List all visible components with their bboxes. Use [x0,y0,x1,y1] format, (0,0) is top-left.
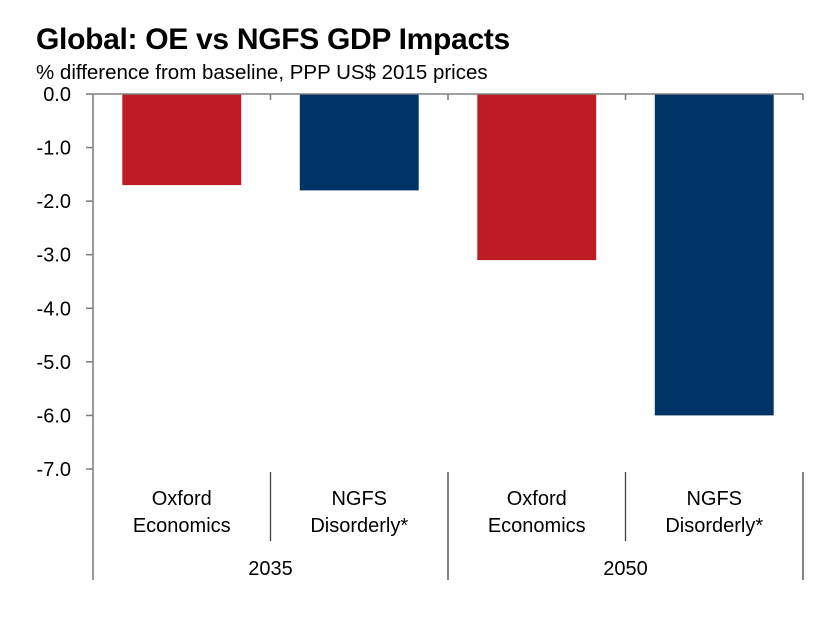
y-tick-label: -5.0 [37,352,71,374]
x-group-label: 2050 [603,558,648,580]
y-tick-label: -3.0 [37,245,71,267]
bar-2050-ngfs-disorderly [654,94,774,416]
x-category-label: Oxford [507,488,567,510]
x-category-label: Economics [488,515,586,537]
x-category-label: Disorderly* [310,515,408,537]
x-category-label: NGFS [331,488,387,510]
x-category-label: Economics [133,515,231,537]
x-category-label: Disorderly* [665,515,763,537]
chart-subtitle: % difference from baseline, PPP US$ 2015… [36,61,488,84]
x-group-label: 2035 [248,558,293,580]
x-category-label: NGFS [686,488,742,510]
chart-title: Global: OE vs NGFS GDP Impacts [36,23,510,56]
y-tick-label: -7.0 [37,459,71,481]
bar-2035-ngfs-disorderly [299,94,419,191]
y-tick-label: 0.0 [43,84,71,106]
y-tick-label: -4.0 [37,298,71,320]
y-tick-labels: 0.0 -1.0 -2.0 -3.0 -4.0 -5.0 -6.0 -7.0 [37,84,71,481]
y-tick-label: -2.0 [37,191,71,213]
bars-layer [122,94,774,416]
x-category-labels: Oxford Economics NGFS Disorderly* Oxford Econ… [133,488,764,580]
y-tick-label: -1.0 [37,138,71,160]
bar-2050-oxford-economics [477,94,597,261]
x-category-label: Oxford [152,488,212,510]
bar-2035-oxford-economics [122,94,242,186]
axes-layer [86,93,804,580]
y-tick-label: -6.0 [37,405,71,427]
